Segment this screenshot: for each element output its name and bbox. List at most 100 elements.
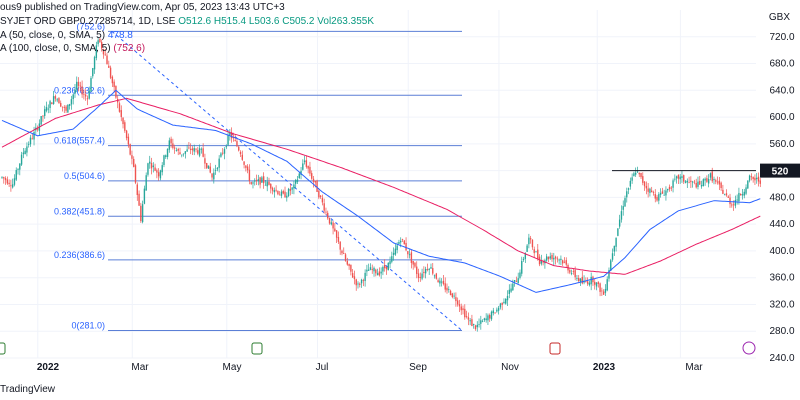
candle-body <box>275 189 277 191</box>
candle-body <box>679 176 681 180</box>
candle-body <box>351 273 354 278</box>
candle-body <box>663 194 665 196</box>
candle-body <box>147 163 149 175</box>
candle-body <box>223 149 226 154</box>
candle-body <box>31 138 33 140</box>
fib-level-label: 0.382(451.8) <box>54 206 105 216</box>
candle-body <box>690 180 692 183</box>
candle-body <box>667 188 669 191</box>
candle-body <box>617 228 619 236</box>
candle-body <box>99 38 101 42</box>
candle-body <box>44 109 46 116</box>
candle-body <box>207 165 210 169</box>
candle-body <box>444 283 446 290</box>
candle-body <box>665 190 667 196</box>
candle-body <box>51 102 53 105</box>
candle-body <box>95 45 98 58</box>
candle-body <box>433 275 436 277</box>
candle-body <box>88 90 90 99</box>
candle-body <box>659 192 662 195</box>
candle-body <box>723 194 726 196</box>
candle-body <box>122 117 124 125</box>
candle-body <box>200 148 203 150</box>
candle-body <box>104 54 106 56</box>
candle-body <box>510 288 512 292</box>
candle-body <box>179 152 181 155</box>
current-price-label: 520 <box>772 167 789 178</box>
candle-body <box>141 204 144 223</box>
fib-level-label: 0.236(386.6) <box>54 250 105 260</box>
candle-body <box>688 182 690 184</box>
candle-body <box>529 238 532 240</box>
candle-body <box>367 269 370 271</box>
candle-body <box>293 184 295 189</box>
candle-body <box>24 150 26 154</box>
time-tick-label: Mar <box>685 362 703 373</box>
candle-body <box>464 308 466 318</box>
candle-body <box>63 107 65 108</box>
candle-body <box>353 276 356 280</box>
candle-body <box>563 261 566 263</box>
candle-body <box>545 256 548 261</box>
currency-label: GBX <box>769 12 790 23</box>
candle-body <box>307 166 309 169</box>
candle-body <box>346 260 349 265</box>
candle-body <box>480 320 482 324</box>
candle-body <box>67 104 69 113</box>
candle-body <box>645 185 648 189</box>
candle-body <box>206 162 208 168</box>
candle-body <box>70 99 73 105</box>
candle-body <box>651 190 653 193</box>
candle-body <box>316 180 318 192</box>
time-tick-label: Sep <box>409 362 427 373</box>
candle-body <box>471 319 473 327</box>
candle-body <box>257 179 260 182</box>
candle-body <box>551 255 553 260</box>
candle-body <box>597 282 599 284</box>
candle-body <box>700 185 703 187</box>
candle-body <box>496 309 498 312</box>
symbol-line: SYJET ORD GBP0.27285714, 1D, LSE O512.6 … <box>0 16 374 27</box>
ohlc-volume: Vol263.355K <box>317 16 374 27</box>
candle-body <box>408 254 411 256</box>
candle-body <box>419 277 421 278</box>
current-price-tag <box>760 163 800 178</box>
candle-body <box>554 256 557 259</box>
fib-level-label: (752.6) <box>76 21 105 31</box>
candle-body <box>127 136 130 145</box>
candle-body <box>538 256 541 265</box>
candle-body <box>45 107 48 111</box>
candle-body <box>197 150 199 154</box>
candle-body <box>259 177 261 185</box>
candle-body <box>508 289 510 294</box>
candle-body <box>522 258 525 261</box>
candle-body <box>173 147 176 149</box>
candle-body <box>578 277 580 282</box>
candle-body <box>278 194 281 196</box>
ma100-legend[interactable]: A (100, close, 0, SMA, 5) (752.6) <box>0 43 145 54</box>
candle-body <box>656 196 658 201</box>
candle-body <box>455 297 457 302</box>
time-tick-label: Jul <box>316 362 329 373</box>
candle-body <box>754 177 756 181</box>
candle-body <box>707 178 710 184</box>
candle-body <box>246 166 249 171</box>
candle-body <box>494 312 496 314</box>
candle-body <box>579 278 582 283</box>
candle-body <box>229 132 231 136</box>
candle-body <box>750 176 753 178</box>
candle-body <box>241 154 243 160</box>
candle-body <box>560 258 562 261</box>
candle-body <box>264 184 267 186</box>
candle-body <box>537 249 539 259</box>
ma50-legend[interactable]: A (50, close, 0, SMA, 5) 478.8 <box>0 30 133 41</box>
candle-body <box>647 188 649 192</box>
candle-body <box>613 245 616 252</box>
candle-body <box>487 315 489 321</box>
candle-body <box>332 222 334 229</box>
candle-body <box>375 269 377 274</box>
candle-body <box>238 146 240 151</box>
candle-body <box>106 55 108 65</box>
candle-body <box>432 268 434 274</box>
